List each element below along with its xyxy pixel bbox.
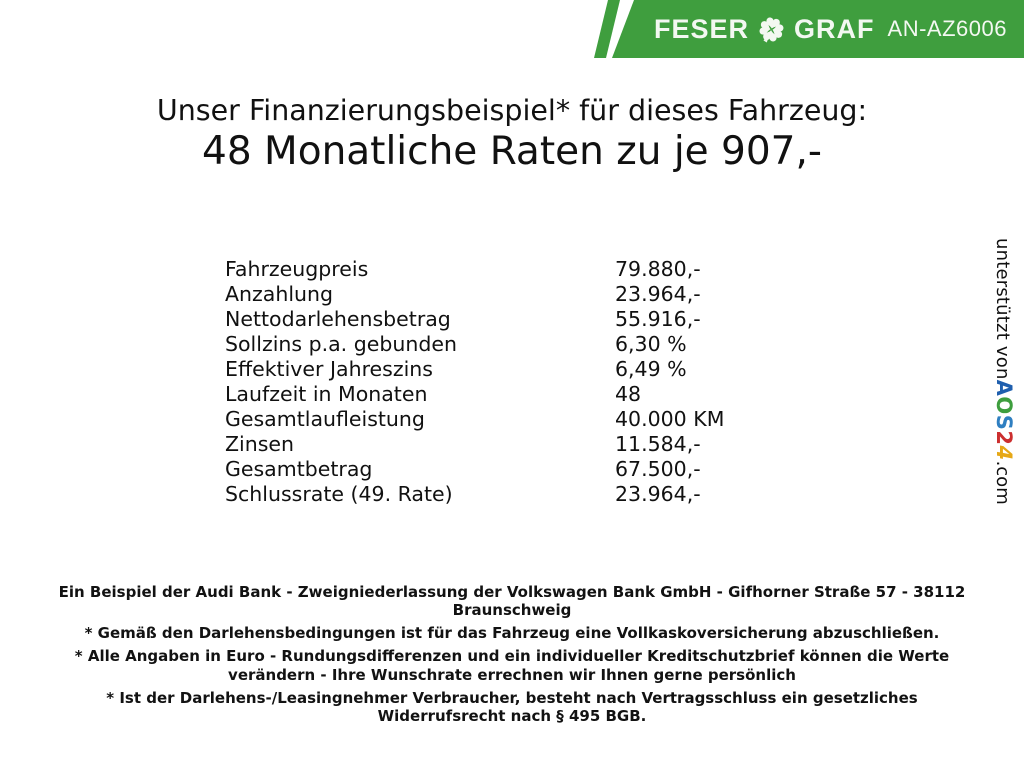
disclaimer-block: Ein Beispiel der Audi Bank - Zweignieder…	[42, 583, 982, 730]
finance-label: Anzahlung	[225, 281, 334, 306]
finance-label: Laufzeit in Monaten	[225, 381, 428, 406]
finance-label: Nettodarlehensbetrag	[225, 306, 451, 331]
finance-value: 67.500,-	[615, 456, 701, 481]
finance-row: Gesamtbetrag 67.500,-	[225, 457, 724, 482]
finance-table: Fahrzeugpreis 79.880,- Anzahlung 23.964,…	[225, 257, 724, 507]
finance-value: 11.584,-	[615, 431, 701, 456]
finance-label: Zinsen	[225, 431, 295, 456]
four-leaf-clover-icon	[759, 17, 784, 43]
aos24-logo-letter: 4	[992, 445, 1016, 461]
finance-value: 48	[615, 381, 642, 406]
finance-example-title: Unser Finanzierungsbeispiel* für dieses …	[156, 94, 868, 127]
disclaimer-withdrawal-note: * Ist der Darlehens-/Leasingnehmer Verbr…	[106, 688, 918, 725]
brand-feser: FESER	[654, 13, 750, 44]
finance-label: Gesamtlaufleistung	[225, 406, 425, 431]
disclaimer-euro-note: * Alle Angaben in Euro - Rundungsdiffere…	[74, 647, 950, 684]
finance-label: Schlussrate (49. Rate)	[225, 481, 453, 506]
finance-row: Gesamtlaufleistung 40.000 KM	[225, 407, 724, 432]
finance-label: Fahrzeugpreis	[225, 257, 369, 281]
finance-value: 6,49 %	[615, 356, 687, 381]
finance-value: 79.880,-	[615, 257, 701, 281]
finance-value: 23.964,-	[615, 481, 701, 506]
aos24-logo-letter: 2	[992, 430, 1016, 446]
finance-label: Effektiver Jahreszins	[225, 356, 433, 381]
aos24-logo-letter: S	[992, 414, 1016, 431]
finance-row: Zinsen 11.584,-	[225, 432, 724, 457]
dealer-banner: FESER GRAF AN-AZ6006	[612, 0, 1024, 58]
finance-label: Gesamtbetrag	[225, 456, 373, 481]
finance-label: Sollzins p.a. gebunden	[225, 331, 457, 356]
finance-row: Schlussrate (49. Rate) 23.964,-	[225, 482, 724, 507]
finance-value: 6,30 %	[615, 331, 687, 356]
aos24-logo-letter: O	[992, 396, 1016, 415]
disclaimer-insurance-note: * Gemäß den Darlehensbedingungen ist für…	[84, 624, 940, 643]
finance-value: 55.916,-	[615, 306, 701, 331]
supported-by-label: unterstützt von	[992, 238, 1013, 380]
finance-row: Effektiver Jahreszins 6,49 %	[225, 357, 724, 382]
finance-value: 23.964,-	[615, 281, 701, 306]
disclaimer-bank-address: Ein Beispiel der Audi Bank - Zweignieder…	[58, 583, 966, 620]
supported-by-domain: .com	[992, 460, 1013, 505]
monthly-rate-title: 48 Monatliche Raten zu je 907,-	[202, 129, 822, 174]
finance-row: Fahrzeugpreis 79.880,-	[225, 257, 724, 282]
brand-graf: GRAF	[794, 13, 875, 44]
supported-by-vertical-text: unterstützt von A O S 2 4 .com	[988, 238, 1016, 530]
finance-row: Anzahlung 23.964,-	[225, 282, 724, 307]
aos24-logo-letter: A	[992, 379, 1016, 397]
finance-value: 40.000 KM	[615, 406, 725, 431]
finance-row: Sollzins p.a. gebunden 6,30 %	[225, 332, 724, 357]
finance-row: Laufzeit in Monaten 48	[225, 382, 724, 407]
vehicle-id-badge: AN-AZ6006	[887, 16, 1007, 41]
finance-row: Nettodarlehensbetrag 55.916,-	[225, 307, 724, 332]
